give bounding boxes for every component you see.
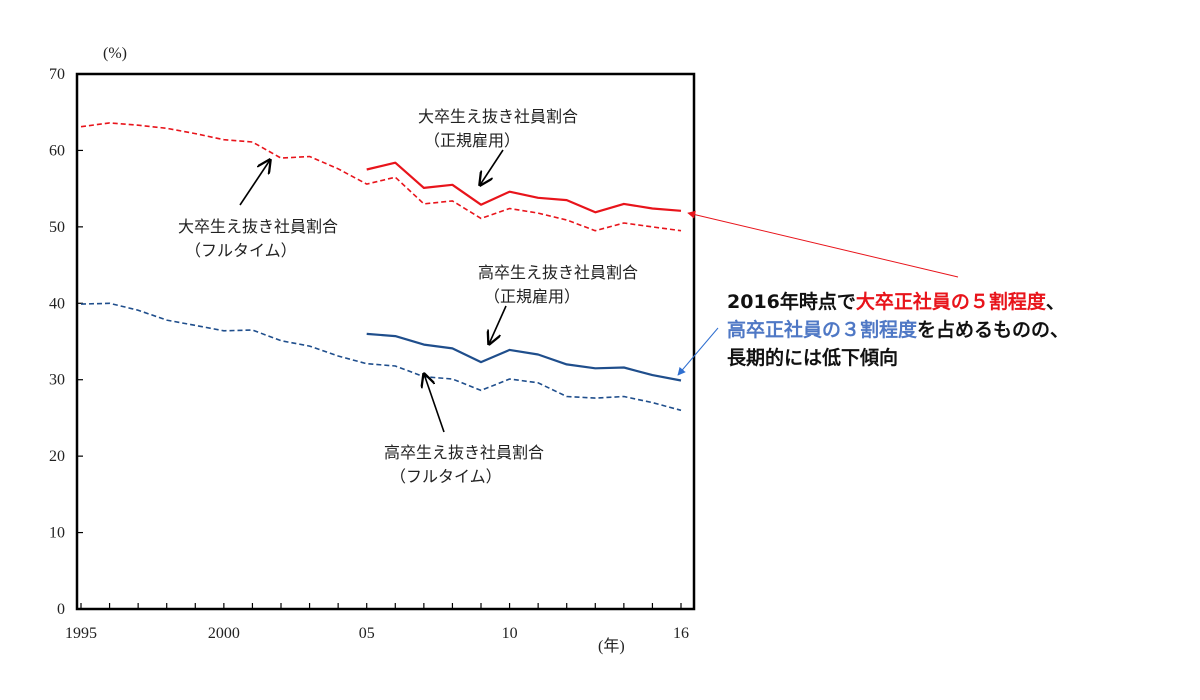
x-tick-label: 05 (359, 625, 375, 642)
annotation-hs-full-sub: （フルタイム） (390, 467, 502, 486)
callout-text: 2016年時点で大卒正社員の５割程度、 高卒正社員の３割程度を占めるものの、 長… (727, 288, 1187, 372)
callout-arrow-blue (677, 327, 719, 376)
x-tick-label: 10 (502, 625, 518, 642)
annotation-arrow-univ-regular (480, 149, 504, 185)
callout-text-plain: 2016年時点で (727, 291, 856, 313)
x-tick-label: 1995 (65, 625, 97, 642)
y-tick-label: 30 (49, 372, 65, 389)
series-layer (80, 122, 682, 412)
callout-highlight-univ: 大卒正社員の５割程度 (855, 291, 1046, 313)
annotation-arrow-hs-regular (489, 305, 507, 344)
y-tick-label: 50 (49, 219, 65, 236)
callout-line-1: 2016年時点で大卒正社員の５割程度、 (727, 288, 1187, 316)
series-line-2 (366, 161, 682, 214)
y-tick-label: 60 (49, 142, 65, 159)
annotation-univ-regular-title: 大卒生え抜き社員割合 (418, 107, 578, 126)
callout-punct: 、 (1045, 291, 1065, 313)
y-tick-label: 70 (49, 66, 65, 83)
annotation-arrow-hs-full (424, 374, 445, 433)
callout-line-3: 長期的には低下傾向 (727, 344, 1187, 372)
series-line-4 (366, 332, 682, 382)
callout-highlight-hs: 高卒正社員の３割程度 (727, 319, 918, 341)
annotation-hs-full-title: 高卒生え抜き社員割合 (384, 443, 544, 462)
x-tick-label: 16 (673, 625, 689, 642)
y-tick-label: 0 (57, 601, 65, 618)
callout-line-2: 高卒正社員の３割程度を占めるものの、 (727, 316, 1187, 344)
annotation-hs-regular-title: 高卒生え抜き社員割合 (478, 263, 638, 282)
y-tick-label: 10 (49, 525, 65, 542)
callout-text-plain: を占めるものの、 (917, 319, 1070, 341)
callout-arrow-red (687, 210, 959, 278)
y-tick-label: 40 (49, 295, 65, 312)
annotation-univ-regular-sub: （正規雇用） (424, 131, 520, 150)
plot-area (75, 72, 696, 611)
y-axis: 0 10 20 30 40 50 60 70 (49, 66, 83, 618)
series-line-3 (80, 302, 682, 412)
annotation-univ-full-sub: （フルタイム） (185, 241, 297, 260)
x-tick-label: 2000 (208, 625, 240, 642)
series-line-1 (80, 122, 682, 232)
x-axis: 1995 2000 05 10 16 (65, 603, 689, 642)
y-tick-label: 20 (49, 448, 65, 465)
callout-text-plain: 長期的には低下傾向 (727, 347, 899, 369)
x-axis-unit: (年) (598, 637, 625, 655)
annotation-hs-regular-sub: （正規雇用） (484, 287, 580, 306)
annotation-arrow-univ-full (239, 160, 270, 206)
y-axis-unit: (%) (103, 45, 127, 62)
annotation-univ-full-title: 大卒生え抜き社員割合 (178, 217, 338, 236)
